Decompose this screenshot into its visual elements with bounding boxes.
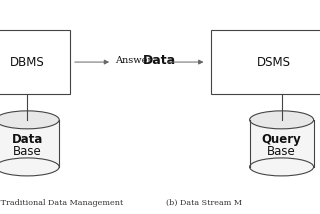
Bar: [250, 120, 314, 167]
Text: (a) Traditional Data Management: (a) Traditional Data Management: [0, 199, 124, 207]
Text: Data: Data: [142, 55, 176, 67]
Text: Answer: Answer: [115, 56, 152, 65]
Ellipse shape: [250, 111, 314, 129]
Ellipse shape: [0, 158, 59, 176]
Ellipse shape: [250, 158, 314, 176]
Text: DSMS: DSMS: [257, 56, 291, 68]
Text: Base: Base: [13, 145, 42, 158]
Text: Query: Query: [262, 133, 301, 146]
Text: Data: Data: [12, 133, 43, 146]
Bar: [211, 30, 320, 94]
Text: (b) Data Stream M: (b) Data Stream M: [166, 199, 243, 207]
Bar: [0, 30, 70, 94]
Text: DBMS: DBMS: [10, 56, 44, 68]
Text: Base: Base: [267, 145, 296, 158]
Ellipse shape: [0, 111, 59, 129]
Bar: [0, 120, 59, 167]
